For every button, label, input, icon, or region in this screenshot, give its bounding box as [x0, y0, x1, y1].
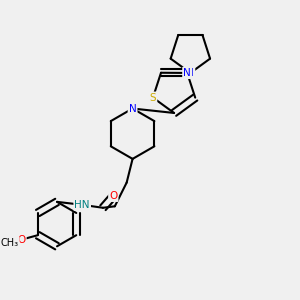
Text: CH₃: CH₃ [1, 238, 19, 248]
Text: N: N [187, 68, 194, 78]
Text: N: N [129, 103, 136, 113]
Text: N: N [183, 68, 191, 78]
Text: O: O [109, 191, 117, 201]
Text: HN: HN [74, 200, 90, 210]
Text: S: S [150, 93, 156, 103]
Text: O: O [17, 235, 26, 244]
